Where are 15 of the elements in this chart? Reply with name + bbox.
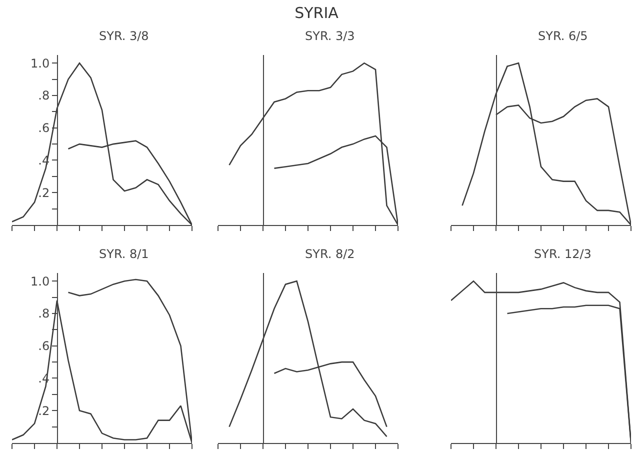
y-tick-label: 1.0 [30, 56, 50, 70]
y-tick-label: 1.0 [30, 274, 50, 288]
chart-title: SYR. 8/2 [305, 247, 355, 261]
y-tick-label: .8 [38, 306, 50, 321]
y-tick-label: .6 [38, 121, 50, 136]
chart-title: SYR. 3/3 [305, 29, 355, 43]
chart-title: SYR. 6/5 [538, 29, 588, 43]
y-tick-label: .6 [38, 339, 50, 354]
text: SYRIA [294, 3, 340, 22]
y-tick-label: .8 [38, 88, 50, 103]
y-tick-label: .2 [38, 404, 50, 418]
chart-title: SYR. 8/1 [99, 247, 149, 261]
chart-title: SYR. 3/8 [99, 29, 149, 43]
y-tick-label: .2 [38, 186, 50, 200]
chart-title: SYR. 12/3 [534, 247, 592, 261]
